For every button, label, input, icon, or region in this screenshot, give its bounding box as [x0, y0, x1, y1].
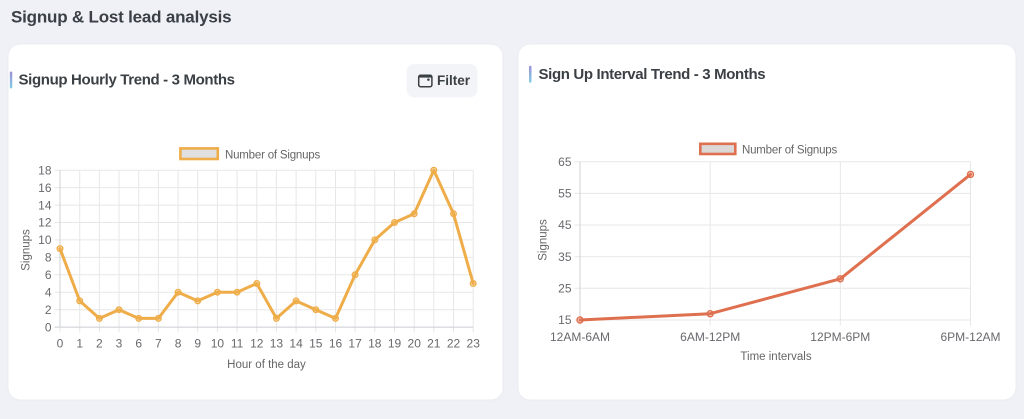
svg-text:10: 10	[211, 336, 225, 350]
svg-text:17: 17	[348, 336, 362, 350]
svg-text:45: 45	[558, 218, 572, 232]
svg-text:0: 0	[57, 336, 64, 350]
svg-text:19: 19	[388, 336, 402, 350]
svg-text:Signups: Signups	[21, 229, 33, 271]
svg-text:20: 20	[408, 336, 422, 350]
svg-text:11: 11	[231, 336, 244, 350]
svg-text:12PM-6PM: 12PM-6PM	[810, 330, 870, 344]
svg-text:1: 1	[76, 336, 83, 350]
svg-text:Sign Up Interval Trend - 3 Mon: Sign Up Interval Trend - 3 Months	[539, 66, 766, 83]
svg-text:21: 21	[427, 336, 441, 350]
svg-text:16: 16	[329, 336, 343, 350]
svg-text:8: 8	[175, 336, 182, 350]
svg-text:Filter: Filter	[437, 73, 471, 88]
svg-text:15: 15	[558, 313, 572, 327]
svg-text:18: 18	[38, 163, 52, 177]
svg-text:4: 4	[45, 285, 52, 299]
svg-text:Signup & Lost lead analysis: Signup & Lost lead analysis	[11, 8, 231, 27]
svg-text:0: 0	[45, 320, 52, 334]
svg-text:10: 10	[38, 233, 52, 247]
svg-text:Hour of the day: Hour of the day	[227, 359, 306, 371]
svg-text:14: 14	[289, 336, 303, 350]
svg-text:Signup Hourly Trend - 3 Months: Signup Hourly Trend - 3 Months	[19, 72, 235, 89]
svg-text:12AM-6AM: 12AM-6AM	[550, 330, 610, 344]
svg-text:Time intervals: Time intervals	[740, 351, 811, 363]
svg-text:6AM-12PM: 6AM-12PM	[680, 330, 740, 344]
svg-text:12: 12	[38, 216, 52, 230]
svg-text:Number of Signups: Number of Signups	[742, 144, 837, 156]
svg-text:Number of Signups: Number of Signups	[225, 149, 320, 161]
svg-text:12: 12	[250, 336, 264, 350]
svg-text:6: 6	[135, 336, 142, 350]
svg-text:25: 25	[558, 282, 572, 296]
svg-text:23: 23	[467, 336, 481, 350]
svg-text:Signups: Signups	[538, 219, 550, 261]
svg-text:15: 15	[309, 336, 323, 350]
svg-text:2: 2	[96, 336, 103, 350]
svg-text:6: 6	[45, 268, 52, 282]
svg-text:9: 9	[194, 336, 201, 350]
svg-text:8: 8	[45, 251, 52, 265]
svg-text:55: 55	[558, 187, 572, 201]
svg-text:18: 18	[368, 336, 382, 350]
svg-text:2: 2	[45, 303, 52, 317]
svg-text:35: 35	[558, 250, 572, 264]
svg-text:14: 14	[38, 198, 52, 212]
svg-text:7: 7	[155, 336, 162, 350]
svg-text:16: 16	[38, 181, 52, 195]
svg-text:65: 65	[558, 155, 572, 169]
svg-text:13: 13	[270, 336, 284, 350]
svg-text:3: 3	[116, 336, 123, 350]
svg-text:22: 22	[447, 336, 461, 350]
svg-text:6PM-12AM: 6PM-12AM	[940, 330, 1000, 344]
